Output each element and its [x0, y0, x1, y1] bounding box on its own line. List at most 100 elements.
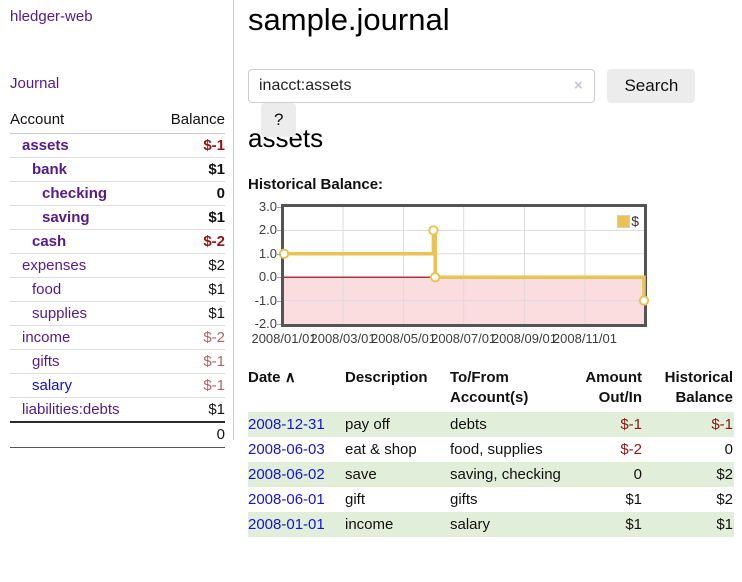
account-row: expenses $2: [10, 253, 225, 278]
account-balance: $1: [153, 397, 225, 423]
account-row: cash $-2: [10, 229, 225, 254]
account-row: supplies $1: [10, 301, 225, 326]
register-cell: $1: [565, 512, 643, 537]
register-cell: saving, checking: [450, 462, 565, 487]
register-date-link[interactable]: 2008-06-02: [248, 466, 325, 483]
app-brand-link[interactable]: hledger-web: [10, 8, 93, 25]
sidebar-account-link[interactable]: cash: [32, 233, 67, 250]
account-balance: $-1: [153, 133, 225, 158]
chart-plot-area[interactable]: $: [278, 204, 650, 327]
account-balance: $1: [153, 277, 225, 302]
sidebar-account-link[interactable]: expenses: [22, 257, 87, 274]
account-balance: $1: [153, 205, 225, 230]
register-header-row: Date ∧ Description To/From Account(s) Am…: [248, 366, 734, 412]
sidebar-account-link[interactable]: liabilities:debts: [22, 401, 120, 418]
account-row: assets $-1: [10, 133, 225, 158]
data-point-marker[interactable]: [430, 272, 441, 283]
account-balance: $1: [153, 157, 225, 182]
register-row[interactable]: 2008-06-01 gift gifts $1 $2: [248, 487, 734, 512]
account-balance: $-2: [153, 229, 225, 254]
register-row[interactable]: 2008-06-03 eat & shop food, supplies $-2 0: [248, 437, 734, 462]
register-cell: gift: [345, 491, 366, 508]
legend-swatch-icon: [617, 215, 631, 228]
account-heading: assets: [248, 123, 324, 153]
x-axis-tick-label: 2008/07/01: [431, 331, 497, 346]
search-input[interactable]: [248, 69, 595, 103]
register-row[interactable]: 2008-06-02 save saving, checking 0 $2: [248, 462, 734, 487]
data-point-marker[interactable]: [638, 295, 650, 306]
account-row: gifts $-1: [10, 349, 225, 374]
account-balance: $-2: [153, 325, 225, 350]
y-axis-tick: [277, 324, 281, 325]
balance-chart-svg: [278, 207, 650, 324]
register-cell: debts: [450, 412, 565, 437]
sidebar-account-link[interactable]: supplies: [32, 305, 88, 322]
register-table-body: 2008-12-31 pay off debts $-1 $-1 2008-06-03 ea…: [248, 412, 734, 537]
y-axis-tick: [277, 300, 281, 302]
sidebar-account-link[interactable]: salary: [32, 377, 73, 394]
chart-legend: $: [617, 213, 639, 229]
account-row: bank $1: [10, 157, 225, 182]
search-button[interactable]: Search: [607, 69, 696, 103]
register-date-link[interactable]: 2008-06-01: [248, 491, 325, 508]
sidebar-account-link[interactable]: food: [32, 281, 62, 298]
x-axis-tick-label: 2008/11/01: [552, 331, 618, 346]
sidebar-account-link[interactable]: bank: [32, 161, 68, 178]
account-row: saving $1: [10, 205, 225, 230]
register-header-description: Description: [345, 369, 428, 386]
register-date-link[interactable]: 2008-06-03: [248, 441, 325, 458]
sort-asc-icon: ∧: [284, 369, 296, 386]
register-header-date[interactable]: Date ∧: [248, 369, 296, 386]
accounts-table: Account Balance assets $-1 bank $1 checking 0…: [10, 107, 225, 448]
register-cell: $-2: [620, 441, 642, 458]
y-axis-tick-label: 3.0: [258, 199, 277, 214]
page-title: sample.journal: [248, 2, 450, 37]
accounts-total-row: 0: [10, 421, 225, 448]
register-cell: food, supplies: [450, 441, 543, 458]
y-axis-tick-label: -2.0: [254, 316, 277, 331]
register-cell: $-1: [643, 412, 734, 437]
x-axis-tick-label: 2008/01/01: [251, 331, 317, 346]
register-cell: save: [345, 462, 450, 487]
y-axis-tick-label: 0.0: [258, 269, 277, 285]
register-cell: 0: [565, 462, 643, 487]
accounts-header-balance: Balance: [153, 107, 225, 134]
historical-balance-chart: $ 2008/01/01 2008/03/01 2008/05/01 2008/07/…: [248, 199, 668, 348]
sidebar-account-link[interactable]: gifts: [32, 353, 60, 370]
register-cell: $-1: [565, 412, 643, 437]
data-point-marker[interactable]: [428, 225, 439, 236]
y-axis-tick: [277, 253, 281, 255]
sidebar-account-link[interactable]: income: [22, 329, 71, 346]
search-form: × Search ?: [248, 69, 734, 137]
register-row[interactable]: 2008-12-31 pay off debts $-1 $-1: [248, 412, 734, 437]
clear-search-icon[interactable]: ×: [574, 77, 583, 94]
sidebar-account-link[interactable]: checking: [42, 185, 108, 202]
sidebar-account-link[interactable]: assets: [22, 137, 69, 154]
y-axis-tick: [277, 207, 281, 208]
account-row: liabilities:debts $1: [10, 397, 225, 423]
x-axis-tick-label: 2008/03/01: [310, 331, 376, 346]
y-axis-tick-label: 1.0: [258, 245, 277, 261]
data-point-marker[interactable]: [278, 248, 290, 259]
account-balance: $-1: [153, 349, 225, 374]
y-axis-tick-label: -1.0: [254, 292, 277, 308]
account-row: income $-2: [10, 325, 225, 350]
chart-title: Historical Balance:: [248, 176, 384, 193]
sidebar-item-journal[interactable]: Journal: [10, 75, 60, 92]
sidebar-account-link[interactable]: saving: [42, 209, 90, 226]
account-balance: 0: [153, 181, 225, 206]
register-date-link[interactable]: 2008-12-31: [248, 416, 325, 433]
register-cell: eat & shop: [345, 441, 417, 458]
register-row[interactable]: 2008-01-01 income salary $1 $1: [248, 512, 734, 537]
help-button[interactable]: ?: [261, 103, 297, 137]
account-row: checking 0: [10, 181, 225, 206]
y-axis-tick: [277, 230, 281, 232]
account-balance: $-1: [153, 373, 225, 398]
y-axis-tick-label: 2.0: [258, 222, 277, 238]
register-date-link[interactable]: 2008-01-01: [248, 516, 325, 533]
sidebar: hledger-web Journal Account Balance asse…: [0, 0, 234, 448]
register-cell: $2: [643, 462, 734, 487]
accounts-table-body: assets $-1 bank $1 checking 0 saving $1 cash $-2 e…: [10, 133, 225, 423]
register-cell: $1: [643, 512, 734, 537]
main-content: sample.journal × Search ? assets Histori…: [248, 0, 734, 537]
